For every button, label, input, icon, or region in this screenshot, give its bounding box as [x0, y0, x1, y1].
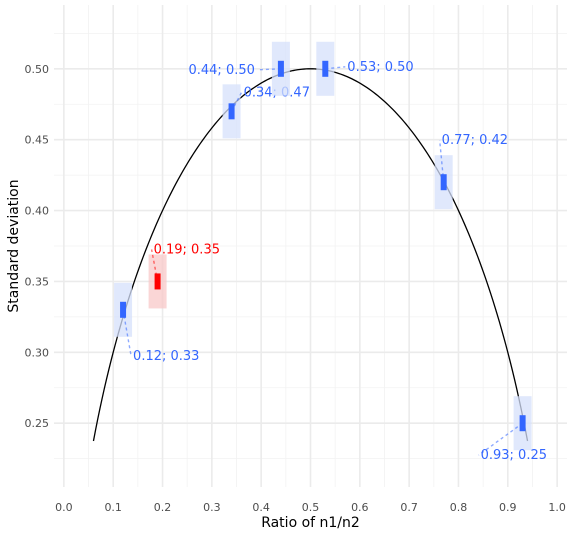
tick-labels: 0.0 0.1 0.2 0.3 0.4 0.5 0.6 0.7 0.8 0.9 1.0 0.25 0.3…	[25, 63, 566, 514]
data-point: 0.19; 0.35	[148, 242, 220, 309]
y-tick-label: 0.30	[25, 346, 50, 359]
data-point: 0.34; 0.47	[222, 84, 310, 139]
point-label: 0.44; 0.50	[188, 63, 254, 78]
x-tick-label: 0.7	[400, 501, 418, 514]
point-label: 0.19; 0.35	[154, 242, 220, 257]
points-layer: 0.12; 0.33 0.19; 0.35 0.34; 0.47 0.44; 0.50…	[114, 41, 547, 463]
data-point: 0.53; 0.50	[316, 41, 414, 96]
point-label: 0.53; 0.50	[347, 60, 413, 75]
point-marker	[154, 273, 161, 290]
x-tick-label: 0.2	[154, 501, 172, 514]
y-tick-label: 0.35	[25, 275, 50, 288]
sd-curve	[92, 68, 529, 442]
point-marker	[120, 301, 127, 318]
x-tick-label: 0.4	[252, 501, 270, 514]
y-tick-label: 0.45	[25, 134, 50, 147]
x-tick-label: 0.6	[351, 501, 369, 514]
x-tick-label: 0.8	[450, 501, 468, 514]
point-marker	[277, 60, 284, 77]
data-point: 0.44; 0.50	[188, 41, 290, 96]
point-leader-line	[256, 68, 281, 71]
point-marker	[440, 174, 447, 191]
point-label: 0.12; 0.33	[133, 349, 199, 364]
point-marker	[322, 60, 329, 77]
data-point: 0.12; 0.33	[114, 282, 199, 364]
x-tick-label: 0.5	[302, 501, 320, 514]
curve-layer	[92, 68, 529, 442]
y-axis-title: Standard deviation	[6, 179, 22, 312]
y-tick-label: 0.50	[25, 63, 50, 76]
y-tick-label: 0.40	[25, 205, 50, 218]
point-label: 0.93; 0.25	[481, 448, 547, 463]
point-label: 0.77; 0.42	[442, 133, 508, 148]
point-marker	[519, 415, 526, 432]
point-marker	[228, 103, 235, 120]
x-tick-label: 0.0	[55, 501, 73, 514]
y-tick-label: 0.25	[25, 417, 50, 430]
data-point: 0.77; 0.42	[434, 133, 508, 210]
x-axis-title: Ratio of n1/n2	[261, 515, 360, 531]
x-tick-label: 0.9	[499, 501, 517, 514]
x-tick-label: 0.1	[104, 501, 122, 514]
x-tick-label: 1.0	[548, 501, 566, 514]
x-tick-label: 0.3	[203, 501, 221, 514]
grid	[54, 5, 567, 487]
data-point: 0.93; 0.25	[478, 396, 547, 463]
